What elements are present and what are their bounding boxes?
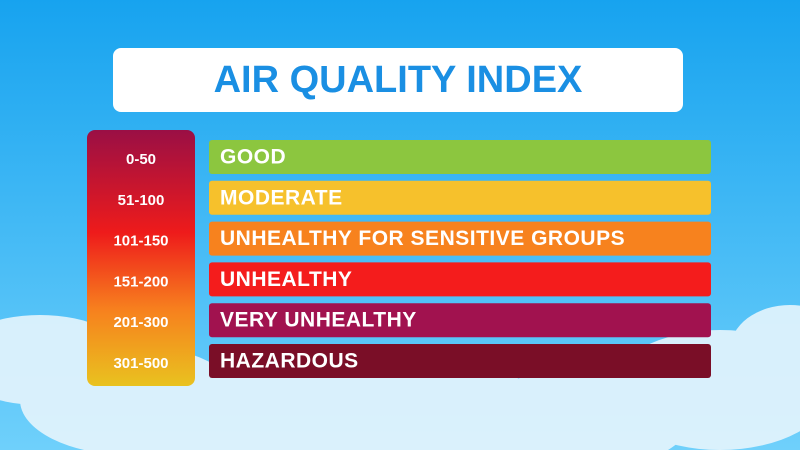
levels: 0-50 GOOD 51-100 MODERATE 101-150 UNHEALTHY F… (113, 140, 711, 378)
range-column (87, 130, 195, 386)
level-label: UNHEALTHY (220, 268, 352, 291)
level-label: MODERATE (220, 186, 343, 209)
level-label: HAZARDOUS (220, 350, 359, 373)
range-label: 0-50 (126, 151, 156, 168)
level-label: UNHEALTHY FOR SENSITIVE GROUPS (220, 227, 625, 250)
range-label: 301-500 (113, 355, 168, 372)
level-bar (209, 344, 711, 378)
level-label: VERY UNHEALTHY (220, 309, 417, 332)
title-box (113, 48, 683, 112)
level-bar (209, 221, 711, 256)
range-label: 201-300 (113, 314, 168, 331)
range-label: 51-100 (118, 192, 165, 209)
level-label: GOOD (220, 146, 286, 169)
level-bar (209, 180, 711, 215)
level-bar (209, 303, 711, 338)
level-bar (209, 262, 711, 297)
range-label: 151-200 (113, 273, 168, 290)
level-bar (209, 140, 711, 174)
title: AIR QUALITY INDEX (214, 59, 583, 101)
range-label: 101-150 (113, 233, 168, 250)
